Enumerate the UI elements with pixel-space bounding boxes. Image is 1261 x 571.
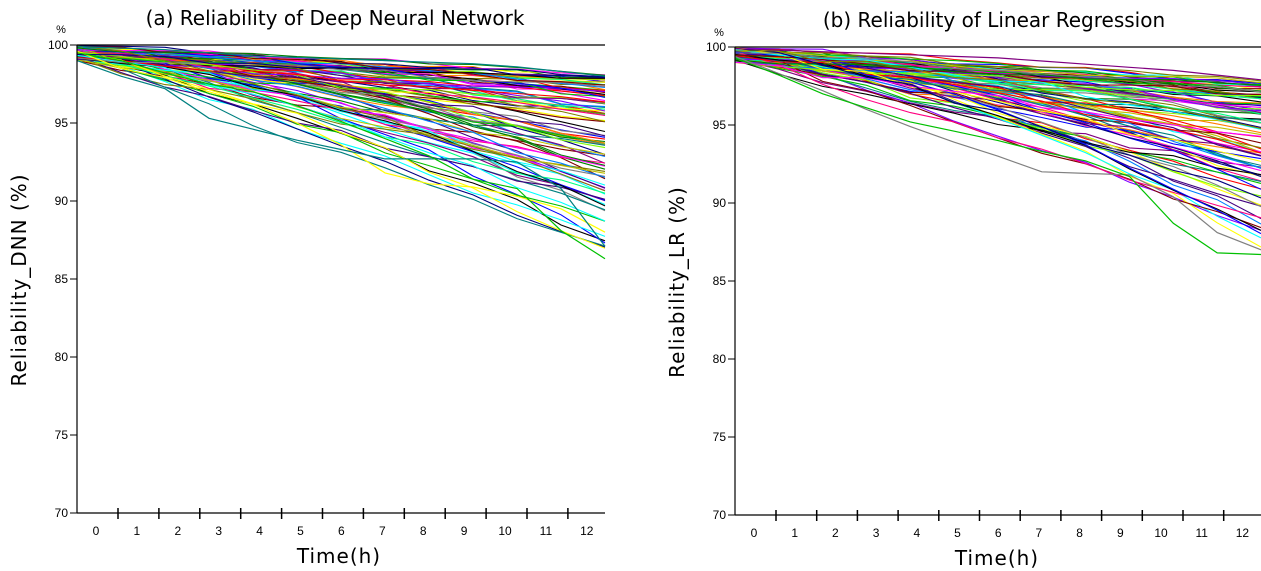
- x-tick-label: 11: [1195, 526, 1208, 540]
- y-tick-label: 95: [55, 116, 69, 130]
- series-line: [76, 50, 606, 201]
- series-line-highlight: [76, 50, 606, 233]
- y-tick-label: 75: [55, 428, 69, 442]
- series-line-highlight: [734, 55, 1261, 251]
- x-tick-label: 8: [1076, 526, 1083, 540]
- x-tick-label: 5: [954, 526, 961, 540]
- series-line-highlight: [76, 46, 606, 77]
- panel-a: (a) Reliability of Deep Neural Network %…: [7, 6, 606, 568]
- series-line: [734, 49, 1261, 130]
- x-tick-label: 5: [297, 524, 304, 538]
- series-line: [76, 51, 606, 237]
- x-tick-label: 8: [420, 524, 427, 538]
- series-line: [734, 54, 1261, 93]
- panel-b-title: (b) Reliability of Linear Regression: [823, 8, 1165, 32]
- x-tick-label: 3: [873, 526, 880, 540]
- panel-b-y-axis-label: Reliability_LR (%): [665, 186, 689, 378]
- series-line: [734, 61, 1261, 137]
- x-tick-label: 0: [751, 526, 758, 540]
- x-tick-label: 6: [995, 526, 1002, 540]
- series-line: [734, 54, 1261, 95]
- series-line-highlight: [76, 60, 606, 247]
- x-tick-label: 2: [832, 526, 839, 540]
- panel-a-series-group: [76, 45, 606, 260]
- panel-b-x-axis-label: Time(h): [954, 546, 1039, 570]
- series-line: [734, 54, 1261, 154]
- x-tick-label: 1: [791, 526, 798, 540]
- x-tick-label: 10: [1154, 526, 1168, 540]
- x-tick-label: 2: [174, 524, 181, 538]
- series-line: [76, 45, 606, 192]
- series-line: [76, 52, 606, 249]
- y-tick-label: 85: [55, 272, 69, 286]
- x-tick-label: 12: [580, 524, 594, 538]
- series-line: [76, 56, 606, 172]
- x-tick-label: 1: [134, 524, 141, 538]
- series-line: [734, 50, 1261, 130]
- series-line: [76, 59, 606, 242]
- y-tick-label: 85: [713, 274, 727, 288]
- y-tick-label: 75: [713, 430, 727, 444]
- y-tick-label: 80: [713, 352, 727, 366]
- series-line: [76, 53, 606, 78]
- series-line: [76, 48, 606, 247]
- x-tick-label: 0: [93, 524, 100, 538]
- series-line: [734, 51, 1261, 219]
- series-line: [76, 45, 606, 170]
- y-tick-label: 70: [55, 506, 69, 520]
- y-tick-label: 90: [55, 194, 69, 208]
- panel-b-series-group: [734, 47, 1261, 256]
- y-tick-label: 90: [713, 196, 727, 210]
- series-line: [734, 49, 1261, 82]
- x-tick-label: 7: [379, 524, 386, 538]
- x-tick-label: 9: [1117, 526, 1124, 540]
- x-tick-label: 11: [540, 524, 553, 538]
- series-line: [734, 58, 1261, 112]
- series-line: [76, 56, 606, 137]
- series-line: [734, 47, 1261, 199]
- series-line: [76, 54, 606, 222]
- x-tick-label: 3: [215, 524, 222, 538]
- series-line-highlight: [734, 57, 1261, 256]
- series-line: [734, 50, 1261, 207]
- y-tick-label: 95: [713, 118, 727, 132]
- panel-b: (b) Reliability of Linear Regression % R…: [665, 8, 1261, 570]
- panel-a-x-axis-label: Time(h): [296, 544, 381, 568]
- series-line: [76, 45, 606, 79]
- panel-b-y-unit: %: [714, 27, 724, 39]
- x-tick-label: 7: [1036, 526, 1043, 540]
- x-tick-label: 9: [461, 524, 468, 538]
- panel-a-y-axis-label: Reliability_DNN (%): [7, 173, 31, 386]
- x-tick-label: 6: [338, 524, 345, 538]
- series-line: [734, 53, 1261, 231]
- panel-a-title: (a) Reliability of Deep Neural Network: [146, 6, 525, 30]
- x-tick-label: 12: [1236, 526, 1250, 540]
- series-line: [76, 56, 606, 103]
- x-tick-label: 4: [913, 526, 920, 540]
- series-line-highlight: [76, 52, 606, 260]
- y-tick-label: 100: [48, 38, 68, 52]
- series-line: [76, 45, 606, 164]
- series-line: [734, 49, 1261, 162]
- series-line: [734, 52, 1261, 178]
- series-line-highlight: [734, 48, 1261, 81]
- series-line: [734, 59, 1261, 86]
- x-tick-label: 4: [256, 524, 263, 538]
- y-tick-label: 100: [706, 40, 726, 54]
- series-line: [76, 58, 606, 195]
- panel-a-y-unit: %: [56, 24, 66, 36]
- y-tick-label: 70: [713, 508, 727, 522]
- series-line: [76, 57, 606, 88]
- series-line: [734, 59, 1261, 176]
- x-tick-label: 10: [498, 524, 512, 538]
- y-tick-label: 80: [55, 350, 69, 364]
